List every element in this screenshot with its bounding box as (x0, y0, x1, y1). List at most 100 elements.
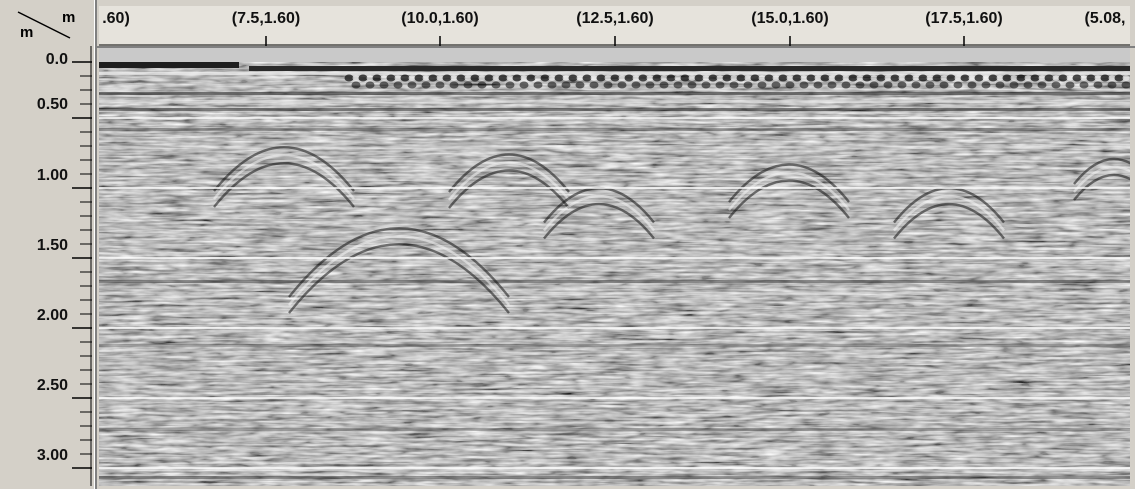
wavelet-dot (400, 74, 410, 82)
wavelet-dot (492, 75, 500, 81)
depth-tick-label: 1.50 (36, 237, 68, 254)
wavelet-dot (470, 74, 480, 82)
wavelet-dot (1066, 75, 1074, 81)
wavelet-dot (729, 81, 739, 89)
wavelet-dot (1002, 74, 1012, 82)
wavelet-dot (561, 81, 571, 89)
wavelet-dot (792, 74, 802, 82)
wavelet-dot (960, 74, 970, 82)
wavelet-dot (414, 74, 424, 82)
wavelet-dot (436, 75, 444, 81)
wavelet-dot (463, 81, 473, 89)
diffraction-hyperbola (213, 154, 355, 200)
wavelet-dot (380, 75, 388, 81)
wavelet-dot (800, 75, 808, 81)
radargram-plot[interactable] (99, 48, 1130, 486)
wavelet-dot (680, 74, 690, 82)
wavelet-dot (477, 81, 487, 89)
wavelet-dot (1024, 75, 1032, 81)
wavelet-dot (750, 74, 760, 82)
wavelet-dot (540, 74, 550, 82)
wavelet-dot (631, 81, 641, 89)
wavelet-dot (484, 74, 494, 82)
wavelet-dot (842, 75, 850, 81)
wavelet-dot (820, 74, 830, 82)
wavelet-dot (652, 74, 662, 82)
diffraction-hyperbola (448, 153, 570, 193)
wavelet-dot (968, 75, 976, 81)
wavelet-dot (996, 75, 1004, 81)
wavelet-dot (610, 74, 620, 82)
depth-tick-label: 2.50 (36, 377, 68, 394)
diffraction-hyperbola (448, 161, 570, 201)
wavelet-dot (1100, 74, 1110, 82)
wavelet-dot (799, 81, 809, 89)
wavelet-dot (435, 81, 445, 89)
wavelet-dot (778, 74, 788, 82)
reflection-band (99, 476, 1130, 479)
wavelet-dot (1030, 74, 1040, 82)
wavelet-dot (1079, 81, 1089, 89)
wavelet-dot (582, 74, 592, 82)
depth-tick-label: 0.0 (45, 51, 68, 68)
wavelet-dot (981, 81, 991, 89)
reflection-band (99, 146, 1130, 149)
wavelet-dot (632, 75, 640, 81)
wavelet-dot (666, 74, 676, 82)
wavelet-dot (940, 75, 948, 81)
radargram-texture-overlay (99, 48, 1130, 486)
wavelet-dot (883, 81, 893, 89)
wavelet-dot (716, 75, 724, 81)
diffraction-hyperbola (448, 169, 570, 209)
diffraction-hyperbola (288, 227, 510, 298)
wavelet-dot (673, 81, 683, 89)
wavelet-dot (498, 74, 508, 82)
reflection-band (99, 344, 1130, 347)
diffraction-hyperbola (288, 235, 510, 306)
wavelet-dot (772, 75, 780, 81)
wavelet-dot (954, 75, 962, 81)
wavelet-dot (939, 81, 949, 89)
wavelet-dot (1038, 75, 1046, 81)
wavelet-dot (421, 81, 431, 89)
wavelet-dot (785, 81, 795, 89)
horizontal-distance-ruler[interactable]: .60) (7.5,1.60) (10.0,1.60) (12.5,1.60) … (99, 6, 1130, 46)
wavelet-dot (590, 75, 598, 81)
wavelet-dot (674, 75, 682, 81)
wavelet-dot (1058, 74, 1068, 82)
wavelet-dot (828, 75, 836, 81)
vertical-depth-ruler[interactable]: 0.0 0.50 1.00 1.50 2.00 2.50 3.00 (6, 46, 92, 486)
wavelet-dot (982, 75, 990, 81)
wavelet-dot (379, 81, 389, 89)
wavelet-dot (575, 81, 585, 89)
wavelet-dot (464, 75, 472, 81)
wavelet-dot (456, 74, 466, 82)
wavelet-dot (604, 75, 612, 81)
reflection-band (99, 428, 1130, 431)
wavelet-dot (1086, 74, 1096, 82)
wavelet-dot (786, 75, 794, 81)
surface-reflection (99, 72, 1130, 75)
wavelet-dot (757, 81, 767, 89)
wavelet-dot (660, 75, 668, 81)
wavelet-dot (526, 74, 536, 82)
wavelet-dot (562, 75, 570, 81)
wavelet-dot (1107, 81, 1117, 89)
diffraction-hyperbola (728, 163, 850, 203)
wavelet-dot (925, 81, 935, 89)
axis-unit-corner: m m (6, 6, 92, 46)
wavelet-dot (688, 75, 696, 81)
diffraction-hyperbola (1073, 174, 1130, 201)
wavelet-dot (638, 74, 648, 82)
wavelet-dot (645, 81, 655, 89)
wavelet-dot (736, 74, 746, 82)
wavelet-dot (617, 81, 627, 89)
wavelet-dot (904, 74, 914, 82)
air-gap-band (99, 48, 1130, 62)
wavelet-dot (554, 74, 564, 82)
wavelet-dot (827, 81, 837, 89)
horizontal-tick-label: .60) (102, 10, 130, 27)
wavelet-dot (1114, 74, 1124, 82)
wavelet-dot (547, 81, 557, 89)
